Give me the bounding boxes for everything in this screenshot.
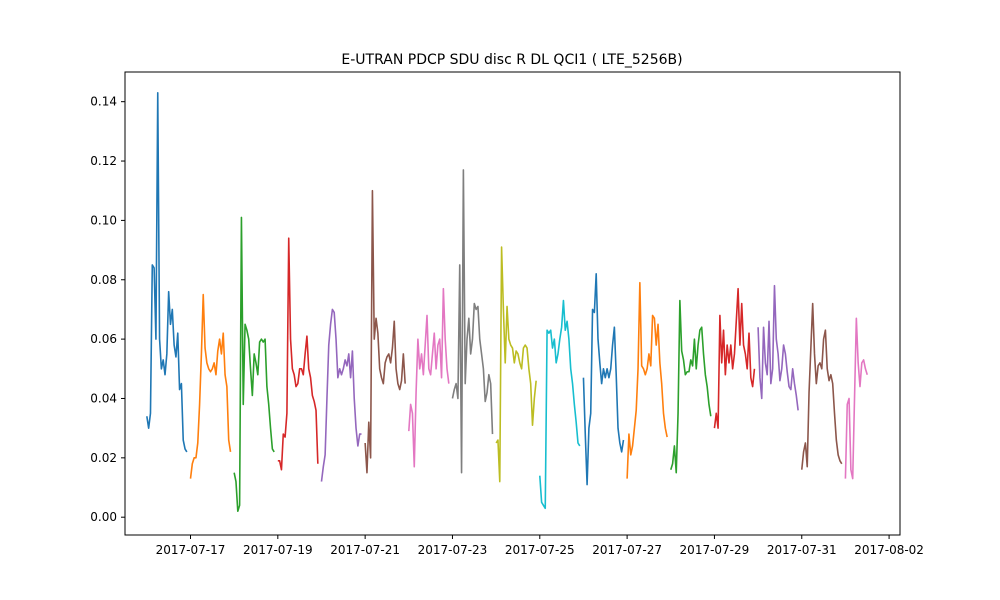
- plot-frame: [124, 71, 901, 536]
- y-tick-label: 0.14: [90, 95, 117, 109]
- series-line-8: [451, 169, 494, 474]
- series-line-5: [320, 308, 362, 482]
- y-tick-label: 0.02: [90, 451, 117, 465]
- series-line-3: [233, 216, 275, 513]
- x-tick-label: 2017-07-17: [156, 543, 226, 557]
- series-line-7: [408, 287, 450, 468]
- x-tick-label: 2017-07-21: [330, 543, 400, 557]
- series-line-1: [146, 91, 188, 453]
- y-tick-label: 0.06: [90, 332, 117, 346]
- series-line-15: [757, 284, 799, 411]
- series-line-13: [670, 299, 712, 474]
- y-tick-label: 0.12: [90, 154, 117, 168]
- x-tick-label: 2017-07-29: [680, 543, 750, 557]
- x-tick-label: 2017-07-23: [418, 543, 488, 557]
- y-tick-label: 0.08: [90, 273, 117, 287]
- series-line-17: [844, 317, 869, 480]
- series-line-4: [277, 237, 319, 471]
- y-tick-label: 0.10: [90, 213, 117, 227]
- y-tick-label: 0.00: [90, 510, 117, 524]
- series-line-11: [582, 273, 625, 486]
- x-tick-label: 2017-07-31: [767, 543, 837, 557]
- x-tick-label: 2017-07-19: [243, 543, 313, 557]
- x-tick-label: 2017-08-02: [854, 543, 924, 557]
- series-line-2: [189, 293, 232, 479]
- y-tick-label: 0.04: [90, 391, 117, 405]
- x-tick-label: 2017-07-25: [505, 543, 575, 557]
- series-line-12: [626, 281, 668, 479]
- series-line-6: [364, 189, 406, 474]
- series-layer: [146, 91, 869, 513]
- series-line-10: [538, 299, 581, 510]
- series-line-9: [495, 246, 537, 483]
- axis-layer: 0.00 0.02 0.04 0.06 0.08 0.10 0.12 0.14 2017-07-…: [90, 95, 924, 557]
- x-tick-label: 2017-07-27: [592, 543, 662, 557]
- series-line-14: [713, 287, 756, 429]
- chart-title: E-UTRAN PDCP SDU disc R DL QCI1 ( LTE_52…: [341, 52, 682, 68]
- series-line-16: [800, 302, 843, 470]
